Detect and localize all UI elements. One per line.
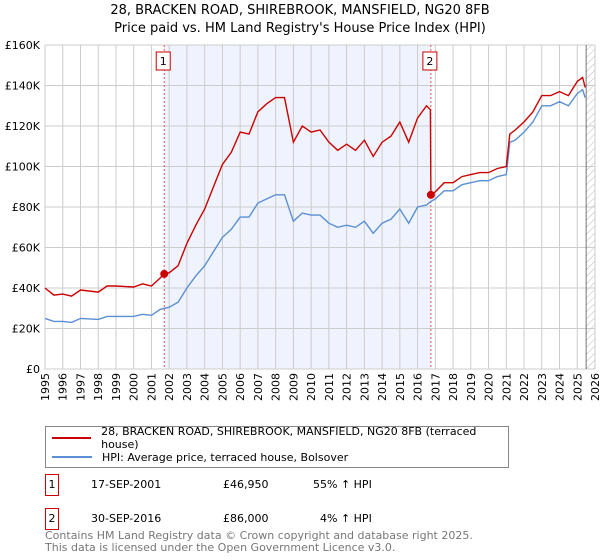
x-tick-label: 2024	[554, 373, 567, 401]
sale-date: 17-SEP-2001	[91, 478, 162, 491]
x-tick-label: 2012	[341, 373, 354, 401]
sale-hpi: 55% ↑ HPI	[313, 478, 372, 491]
x-tick-label: 2017	[429, 373, 442, 401]
sale-label-box	[422, 51, 438, 71]
property-price-line	[44, 76, 586, 297]
x-tick-label: 2004	[199, 373, 212, 401]
x-tick-label: 1996	[57, 373, 70, 401]
sale-price: £86,000	[223, 512, 269, 525]
sale-row: 2 30-SEP-2016 £86,000 4% ↑ HPI	[45, 508, 445, 530]
footer-copyright: Contains HM Land Registry data © Crown c…	[45, 529, 473, 542]
sale-marker: 2	[45, 508, 59, 530]
sale-point	[160, 269, 169, 278]
y-tick-label: £60K	[12, 242, 41, 255]
footer-licence: This data is licensed under the Open Gov…	[45, 541, 396, 554]
sale-row: 1 17-SEP-2001 £46,950 55% ↑ HPI	[45, 474, 445, 496]
chart-title: 28, BRACKEN ROAD, SHIREBROOK, MANSFIELD,…	[110, 3, 490, 18]
x-tick-label: 2010	[305, 373, 318, 401]
x-tick-label: 2006	[234, 373, 247, 401]
x-tick-label: 2002	[163, 373, 176, 401]
x-tick-label: 2007	[252, 373, 265, 401]
x-tick-label: 2022	[518, 373, 531, 401]
x-tick-label: 2011	[323, 373, 336, 401]
y-tick-label: £20K	[12, 323, 41, 336]
x-tick-label: 2015	[394, 373, 407, 401]
x-tick-label: 2009	[287, 373, 300, 401]
y-tick-label: £160K	[5, 39, 41, 52]
legend: 28, BRACKEN ROAD, SHIREBROOK, MANSFIELD,…	[45, 425, 509, 468]
x-tick-label: 2008	[270, 373, 283, 401]
x-tick-label: 2026	[589, 373, 600, 401]
legend-red-line	[52, 437, 92, 439]
legend-hpi-label: HPI: Average price, terraced house, Bols…	[102, 450, 349, 464]
y-tick-label: £80K	[12, 201, 41, 214]
sale-price: £46,950	[223, 478, 269, 491]
footer: Contains HM Land Registry data © Crown c…	[45, 530, 473, 554]
y-tick-label: £0	[26, 363, 40, 376]
x-tick-label: 2023	[536, 373, 549, 401]
x-tick-label: 2016	[412, 373, 425, 401]
y-tick-label: £100K	[5, 161, 41, 174]
sale-point	[426, 190, 435, 199]
x-tick-label: 2001	[145, 373, 158, 401]
x-tick-label: 1999	[110, 373, 123, 401]
sale-marker: 1	[45, 474, 59, 496]
sale-label: 1	[160, 55, 167, 68]
y-tick-label: £140K	[5, 80, 41, 93]
x-tick-label: 2013	[358, 373, 371, 401]
sale-date: 30-SEP-2016	[91, 512, 162, 525]
x-tick-label: 1995	[39, 373, 52, 401]
x-tick-label: 2003	[181, 373, 194, 401]
hpi-line	[44, 88, 586, 324]
x-tick-label: 1997	[74, 373, 87, 401]
sale-hpi: 4% ↑ HPI	[320, 512, 372, 525]
legend-property-label: 28, BRACKEN ROAD, SHIREBROOK, MANSFIELD,…	[101, 425, 477, 451]
legend-blue-line	[52, 456, 92, 458]
sale-label: 2	[426, 55, 433, 68]
x-tick-label: 2020	[483, 373, 496, 401]
x-tick-label: 2005	[216, 373, 229, 401]
x-tick-label: 2021	[500, 373, 513, 401]
x-tick-label: 2019	[465, 373, 478, 401]
x-tick-label: 1998	[92, 373, 105, 401]
y-tick-label: £120K	[5, 120, 41, 133]
sale-label-box	[155, 51, 171, 71]
price-chart: 1995 1996 1997 1998 1999 2000 2001 2002 2003 2004…	[5, 39, 600, 401]
y-tick-label: £40K	[12, 282, 41, 295]
x-tick-label: 2018	[447, 373, 460, 401]
chart-subtitle: Price paid vs. HM Land Registry's House …	[114, 21, 486, 36]
x-tick-label: 2025	[571, 373, 584, 401]
x-tick-label: 2014	[376, 373, 389, 401]
x-tick-label: 2000	[128, 373, 141, 401]
